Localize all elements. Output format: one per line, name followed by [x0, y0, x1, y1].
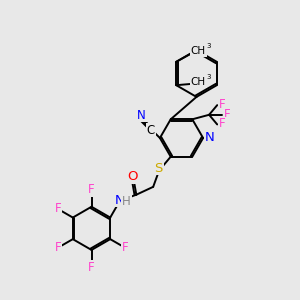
Text: F: F [122, 241, 129, 254]
Text: 3: 3 [206, 74, 211, 80]
Text: N: N [137, 109, 146, 122]
Text: F: F [224, 108, 230, 121]
Text: F: F [54, 202, 61, 215]
Text: H: H [122, 195, 131, 208]
Text: F: F [88, 183, 95, 196]
Text: 3: 3 [206, 43, 211, 49]
Text: F: F [219, 117, 226, 130]
Text: N: N [205, 131, 214, 144]
Text: CH: CH [190, 77, 206, 87]
Text: CH: CH [190, 46, 206, 56]
Text: O: O [127, 170, 137, 183]
Text: N: N [115, 194, 125, 207]
Text: F: F [88, 261, 95, 274]
Text: S: S [154, 162, 163, 175]
Text: F: F [54, 241, 61, 254]
Text: F: F [219, 98, 226, 111]
Text: C: C [147, 124, 155, 137]
